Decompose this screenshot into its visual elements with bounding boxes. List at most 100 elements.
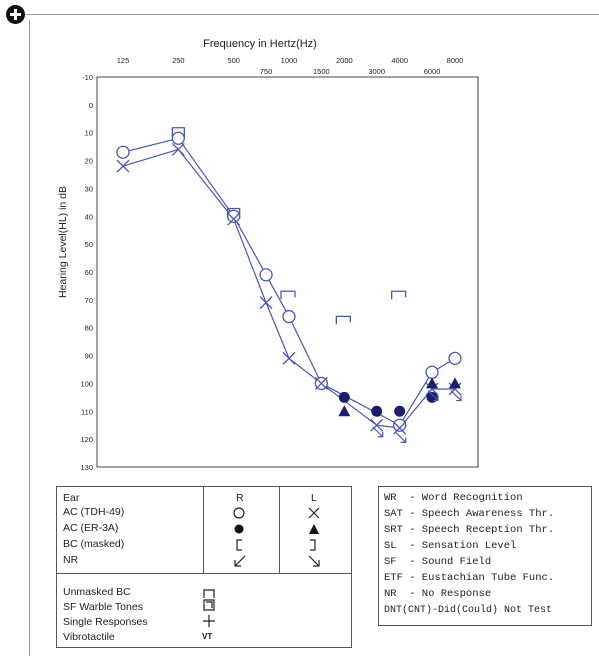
legend-sf-warble-icon: [203, 599, 215, 611]
legend-other-label: Single Responses: [63, 616, 148, 628]
data-point-circle: [259, 268, 273, 282]
legend-nr-right-icon: [234, 555, 246, 567]
abbreviation-item: ETF - Eustachian Tube Func.: [384, 572, 555, 584]
plot-area: [96, 76, 479, 468]
x-tick-label: 250: [172, 56, 185, 65]
data-point-filled-circle: [371, 405, 383, 417]
y-tick-label: 50: [85, 240, 93, 249]
data-point-circle: [171, 131, 185, 145]
data-point-circle: [116, 145, 130, 159]
data-point-circle: [393, 418, 407, 432]
abbreviations-box: WR - Word Recognition SAT - Speech Aware…: [378, 486, 592, 626]
data-point-circle: [425, 365, 439, 379]
legend-other-label: Vibrotactile: [63, 631, 115, 643]
data-point-filled-triangle: [338, 405, 351, 417]
legend-x-icon: [308, 507, 320, 519]
legend-row-label: AC (TDH-49): [63, 506, 125, 518]
y-tick-label: 130: [80, 463, 93, 472]
data-point-filled-circle: [426, 391, 438, 403]
plus-circle-icon[interactable]: [6, 5, 25, 24]
legend-nr-left-icon: [308, 555, 320, 567]
data-point-masked-bc: [280, 290, 296, 300]
legend-filled-triangle-icon: [309, 524, 319, 534]
y-tick-label: 90: [85, 352, 93, 361]
x-tick-label: 750: [260, 67, 273, 76]
x-tick-label: 2000: [336, 56, 353, 65]
legend-unmasked-bc-icon: [203, 589, 215, 598]
chart-title: Frequency in Hertz(Hz): [203, 38, 317, 50]
data-point-x: [116, 159, 130, 173]
data-point-filled-triangle: [449, 377, 461, 389]
data-point-masked-bc: [335, 315, 351, 325]
y-tick-label: 30: [85, 184, 93, 193]
x-tick-label: 500: [227, 56, 240, 65]
x-tick-label: 1500: [313, 67, 330, 76]
legend-row-label: NR: [63, 554, 79, 566]
data-point-x: [282, 351, 296, 365]
data-point-unmasked-bc: [171, 127, 185, 138]
data-point-nr-arrow: [427, 390, 439, 402]
abbreviation-item: SL - Sensation Level: [384, 540, 517, 552]
abbreviation-item: DNT(CNT)-Did(Could) Not Test: [384, 605, 553, 616]
ear-legend-box: Ear R L AC (TDH-49) AC (ER-3A) BC (maske…: [56, 486, 352, 648]
data-point-unmasked-bc: [227, 207, 241, 219]
legend-other-label: Unmasked BC: [63, 586, 131, 598]
y-tick-label: 110: [81, 407, 93, 416]
frame-left-line: [29, 20, 30, 656]
x-tick-label: 6000: [424, 67, 441, 76]
abbreviation-item: SAT - Speech Awareness Thr.: [384, 508, 555, 520]
y-tick-label: 0: [89, 101, 93, 110]
data-point-nr-arrow: [450, 390, 462, 402]
data-point-x: [314, 376, 328, 390]
data-point-nr-arrow: [372, 426, 384, 438]
data-point-nr-arrow: [395, 431, 407, 443]
y-tick-label: 10: [85, 129, 93, 138]
legend-single-response-icon: [203, 615, 215, 627]
x-tick-label: 4000: [391, 56, 408, 65]
legend-right-label: R: [236, 492, 244, 504]
x-tick-label: 1000: [281, 56, 298, 65]
data-point-x: [259, 296, 273, 310]
series-line: [122, 137, 456, 427]
y-tick-label: -10: [82, 73, 93, 82]
frame-top-line: [20, 14, 599, 15]
y-tick-label: 80: [85, 324, 93, 333]
legend-other-label: SF Warble Tones: [63, 601, 143, 613]
legend-symbols: [203, 507, 320, 627]
abbreviation-item: WR - Word Recognition: [384, 492, 523, 504]
y-tick-label: 120: [80, 435, 93, 444]
abbreviation-item: SF - Sound Field: [384, 556, 492, 568]
data-point-x: [227, 212, 241, 226]
x-tick-label: 125: [117, 56, 130, 65]
x-tick-label: 8000: [447, 56, 464, 65]
data-point-circle: [227, 209, 241, 223]
audiogram-chart: Frequency in Hertz(Hz) Hearing Level(HL) …: [57, 38, 479, 472]
data-point-x: [370, 418, 384, 432]
data-point-filled-circle: [394, 405, 406, 417]
data-point-x: [171, 142, 185, 156]
series-line: [122, 148, 455, 429]
x-tick-label: 3000: [368, 67, 385, 76]
abbreviation-item: NR - No Response: [384, 588, 492, 600]
legend-ear-label: Ear: [63, 492, 80, 504]
legend-bracket-left-icon: [236, 539, 242, 551]
data-point-circle: [282, 309, 296, 324]
legend-row-label: BC (masked): [63, 538, 125, 550]
y-tick-label: 100: [80, 379, 93, 388]
y-tick-label: 70: [85, 296, 93, 305]
data-point-filled-circle: [338, 391, 350, 403]
legend-left-label: L: [311, 492, 317, 504]
legend-vt-symbol: VT: [202, 632, 213, 641]
y-axis-label: Hearing Level(HL) in dB: [57, 186, 69, 298]
legend-bracket-right-icon: [310, 539, 316, 551]
legend-row-label: AC (ER-3A): [63, 522, 119, 534]
y-tick-label: 20: [85, 157, 93, 166]
data-point-x: [393, 421, 407, 435]
data-point-masked-bc: [391, 290, 407, 300]
legend-filled-circle-icon: [234, 524, 244, 534]
data-point-filled-triangle: [426, 377, 439, 389]
abbreviation-item: SRT - Speech Reception Thr.: [384, 524, 555, 536]
y-tick-label: 40: [85, 212, 93, 221]
data-point-circle: [448, 351, 462, 366]
y-tick-label: 60: [85, 268, 93, 277]
